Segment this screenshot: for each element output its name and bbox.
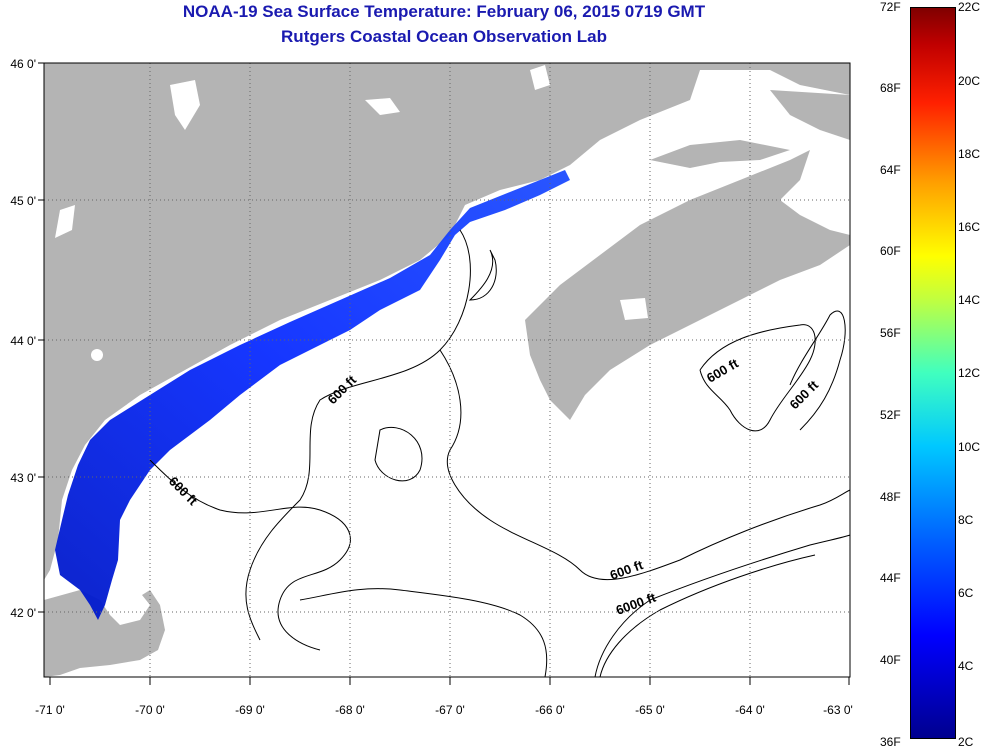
- colorbar-f-label: 68F: [880, 81, 901, 95]
- colorbar-f-label: 48F: [880, 490, 901, 504]
- colorbar-f-label: 36F: [880, 735, 901, 749]
- colorbar-c-label: 18C: [958, 147, 981, 161]
- inland-water: [55, 65, 648, 361]
- colorbar-c-label: 8C: [958, 513, 974, 527]
- lat-label: 42 0': [10, 606, 36, 620]
- colorbar-c-label: 16C: [958, 220, 981, 234]
- colorbar-c-label: 10C: [958, 440, 981, 454]
- lon-label: -64 0': [735, 703, 765, 717]
- latitude-labels: 46 0' 45 0' 44 0' 43 0' 42 0': [10, 57, 36, 620]
- colorbar-c-label: 20C: [958, 74, 981, 88]
- colorbar-f-label: 52F: [880, 408, 901, 422]
- axis-ticks: [38, 62, 850, 685]
- colorbar-f-label: 60F: [880, 244, 901, 258]
- land-mass: [44, 63, 850, 677]
- bathymetry-contours: [149, 229, 851, 678]
- lon-label: -67 0': [435, 703, 465, 717]
- lat-label: 44 0': [10, 334, 36, 348]
- lon-label: -71 0': [35, 703, 65, 717]
- lat-label: 43 0': [10, 471, 36, 485]
- lon-label: -63 0': [823, 703, 853, 717]
- map-title: NOAA-19 Sea Surface Temperature: Februar…: [182, 2, 706, 21]
- colorbar-c-label: 12C: [958, 366, 981, 380]
- lon-label: -66 0': [535, 703, 565, 717]
- colorbar-c-label: 2C: [958, 735, 974, 749]
- colorbar-f-label: 72F: [880, 0, 901, 14]
- sst-band: [55, 170, 570, 620]
- lon-label: -68 0': [335, 703, 365, 717]
- colorbar-c-label: 4C: [958, 659, 974, 673]
- lon-label: -70 0': [135, 703, 165, 717]
- colorbar-f-label: 56F: [880, 326, 901, 340]
- lat-label: 45 0': [10, 194, 36, 208]
- longitude-labels: -71 0' -70 0' -69 0' -68 0' -67 0' -66 0…: [35, 703, 853, 717]
- lon-label: -65 0': [635, 703, 665, 717]
- map-subtitle: Rutgers Coastal Ocean Observation Lab: [281, 27, 607, 46]
- lon-label: -69 0': [235, 703, 265, 717]
- map-frame: [43, 62, 851, 678]
- colorbar-c-label: 6C: [958, 586, 974, 600]
- colorbar-f-label: 64F: [880, 163, 901, 177]
- colorbar-f-label: 44F: [880, 571, 901, 585]
- colorbar-c-label: 14C: [958, 293, 981, 307]
- temperature-colorbar: [910, 7, 956, 739]
- lat-label: 46 0': [10, 57, 36, 71]
- colorbar-f-label: 40F: [880, 653, 901, 667]
- colorbar-c-label: 22C: [958, 0, 981, 14]
